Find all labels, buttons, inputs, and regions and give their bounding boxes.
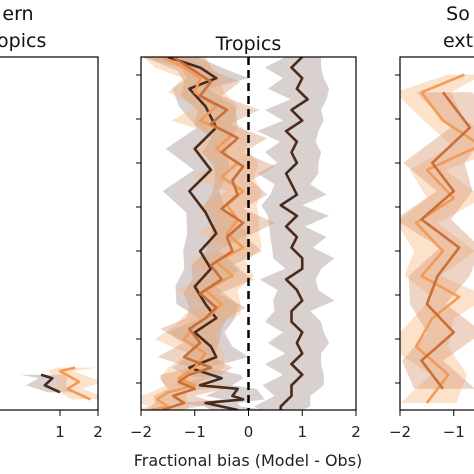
axes-frame: [0, 56, 99, 411]
plot-area: [20, 366, 98, 401]
axes-frame: [399, 56, 474, 411]
panel-title: ext: [443, 30, 473, 52]
uncertainty-band: [400, 92, 474, 389]
uncertainty-band: [144, 57, 276, 410]
series-line: [162, 57, 245, 410]
series-line: [58, 366, 91, 401]
x-tick-label: 2: [93, 423, 103, 441]
x-tick-label: −1: [443, 423, 465, 441]
x-tick-label: −1: [184, 423, 206, 441]
plot-area: [400, 73, 474, 404]
x-tick-label: 2: [351, 423, 361, 441]
panel-1: −2 −1 0 1 2 Tropics: [130, 33, 361, 441]
panels-group: 1 2 ern ropics −2 −1 0 1 2 Tropics −2 −1 So ext: [0, 3, 474, 441]
series-line: [40, 373, 61, 394]
x-tick-label: −2: [130, 423, 152, 441]
series-line: [414, 73, 474, 404]
series-line: [167, 57, 245, 410]
x-tick-label: 1: [55, 423, 65, 441]
x-tick-label: 1: [297, 423, 307, 441]
panel-title: So: [446, 3, 470, 25]
panel-title: ropics: [0, 30, 46, 52]
panel-0: 1 2 ern ropics: [0, 3, 103, 441]
plot-area: [141, 57, 335, 410]
uncertainty-band: [48, 367, 98, 400]
panel-2: −2 −1 So ext: [389, 3, 474, 441]
series-line: [279, 57, 309, 410]
uncertainty-band: [141, 57, 268, 410]
x-tick-label: −2: [389, 423, 411, 441]
x-axis-label: Fractional bias (Model - Obs): [134, 451, 363, 470]
x-tick-label: 0: [244, 423, 254, 441]
panel-title: ern: [2, 3, 33, 25]
uncertainty-band: [141, 57, 262, 410]
series-line: [420, 91, 472, 390]
panel-title: Tropics: [215, 33, 282, 55]
